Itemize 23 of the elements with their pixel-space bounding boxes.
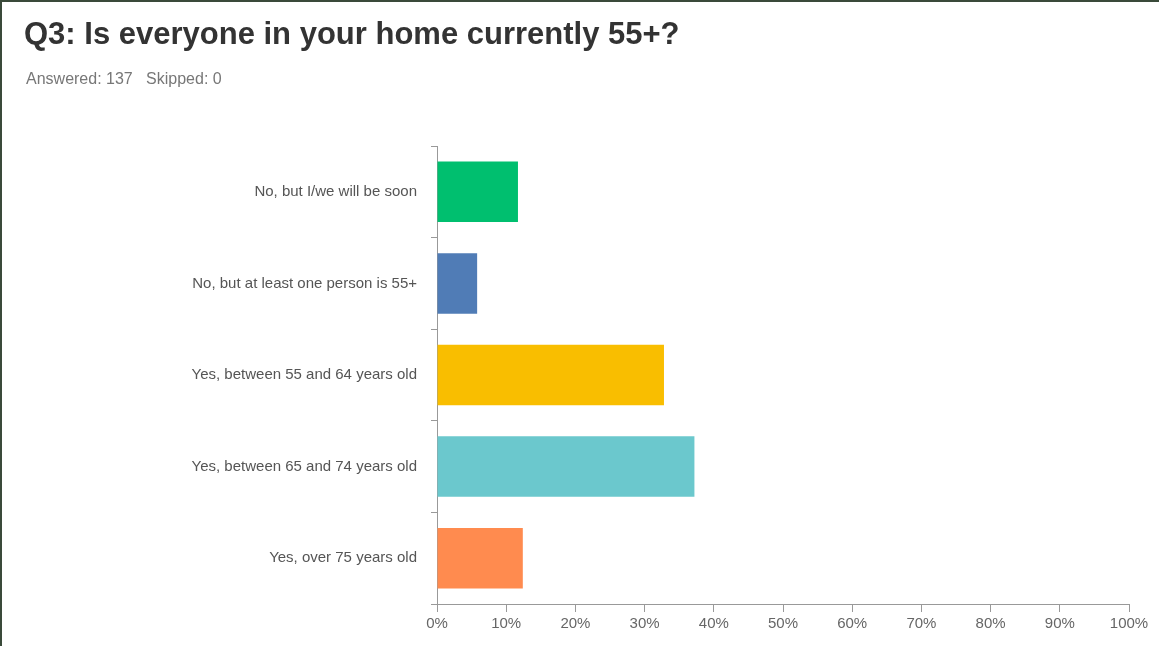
x-tick-label: 20%	[560, 614, 591, 632]
y-tick-label: No, but at least one person is 55+	[192, 273, 418, 291]
bar	[437, 161, 518, 223]
y-tick-label: No, but I/we will be soon	[254, 181, 417, 199]
bar	[437, 436, 695, 497]
x-tick-label: 70%	[906, 614, 937, 632]
y-tick-label: Yes, over 75 years old	[269, 548, 417, 566]
x-tick-label: 40%	[698, 614, 729, 632]
x-tick-label: 90%	[1044, 614, 1075, 632]
x-tick-label: 30%	[629, 614, 660, 632]
x-tick-label: 60%	[837, 614, 868, 632]
x-tick-label: 100%	[1109, 614, 1149, 632]
x-tick-label: 0%	[426, 614, 448, 632]
y-tick-label: Yes, between 55 and 64 years old	[191, 365, 417, 383]
y-tick-label: Yes, between 65 and 74 years old	[191, 456, 417, 474]
text: Answered: 137 Skipped: 0	[26, 70, 222, 88]
bar	[437, 344, 664, 406]
x-tick-label: 50%	[767, 614, 799, 632]
x-tick-label: 10%	[491, 614, 522, 632]
chart-title: Q3: Is everyone in your home currently 55+?	[24, 16, 680, 52]
bar	[437, 253, 478, 314]
bar	[437, 527, 523, 589]
x-tick-label: 80%	[975, 614, 1006, 632]
